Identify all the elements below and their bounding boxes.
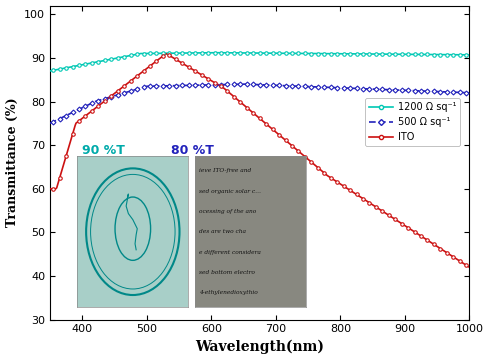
Text: 90 %T: 90 %T	[82, 144, 125, 157]
X-axis label: Wavelength(nm): Wavelength(nm)	[195, 340, 324, 355]
Y-axis label: Transmittance (%): Transmittance (%)	[5, 98, 19, 228]
Legend: 1200 Ω sq⁻¹, 500 Ω sq⁻¹, ITO: 1200 Ω sq⁻¹, 500 Ω sq⁻¹, ITO	[364, 98, 459, 146]
Text: 80 %T: 80 %T	[171, 144, 214, 157]
